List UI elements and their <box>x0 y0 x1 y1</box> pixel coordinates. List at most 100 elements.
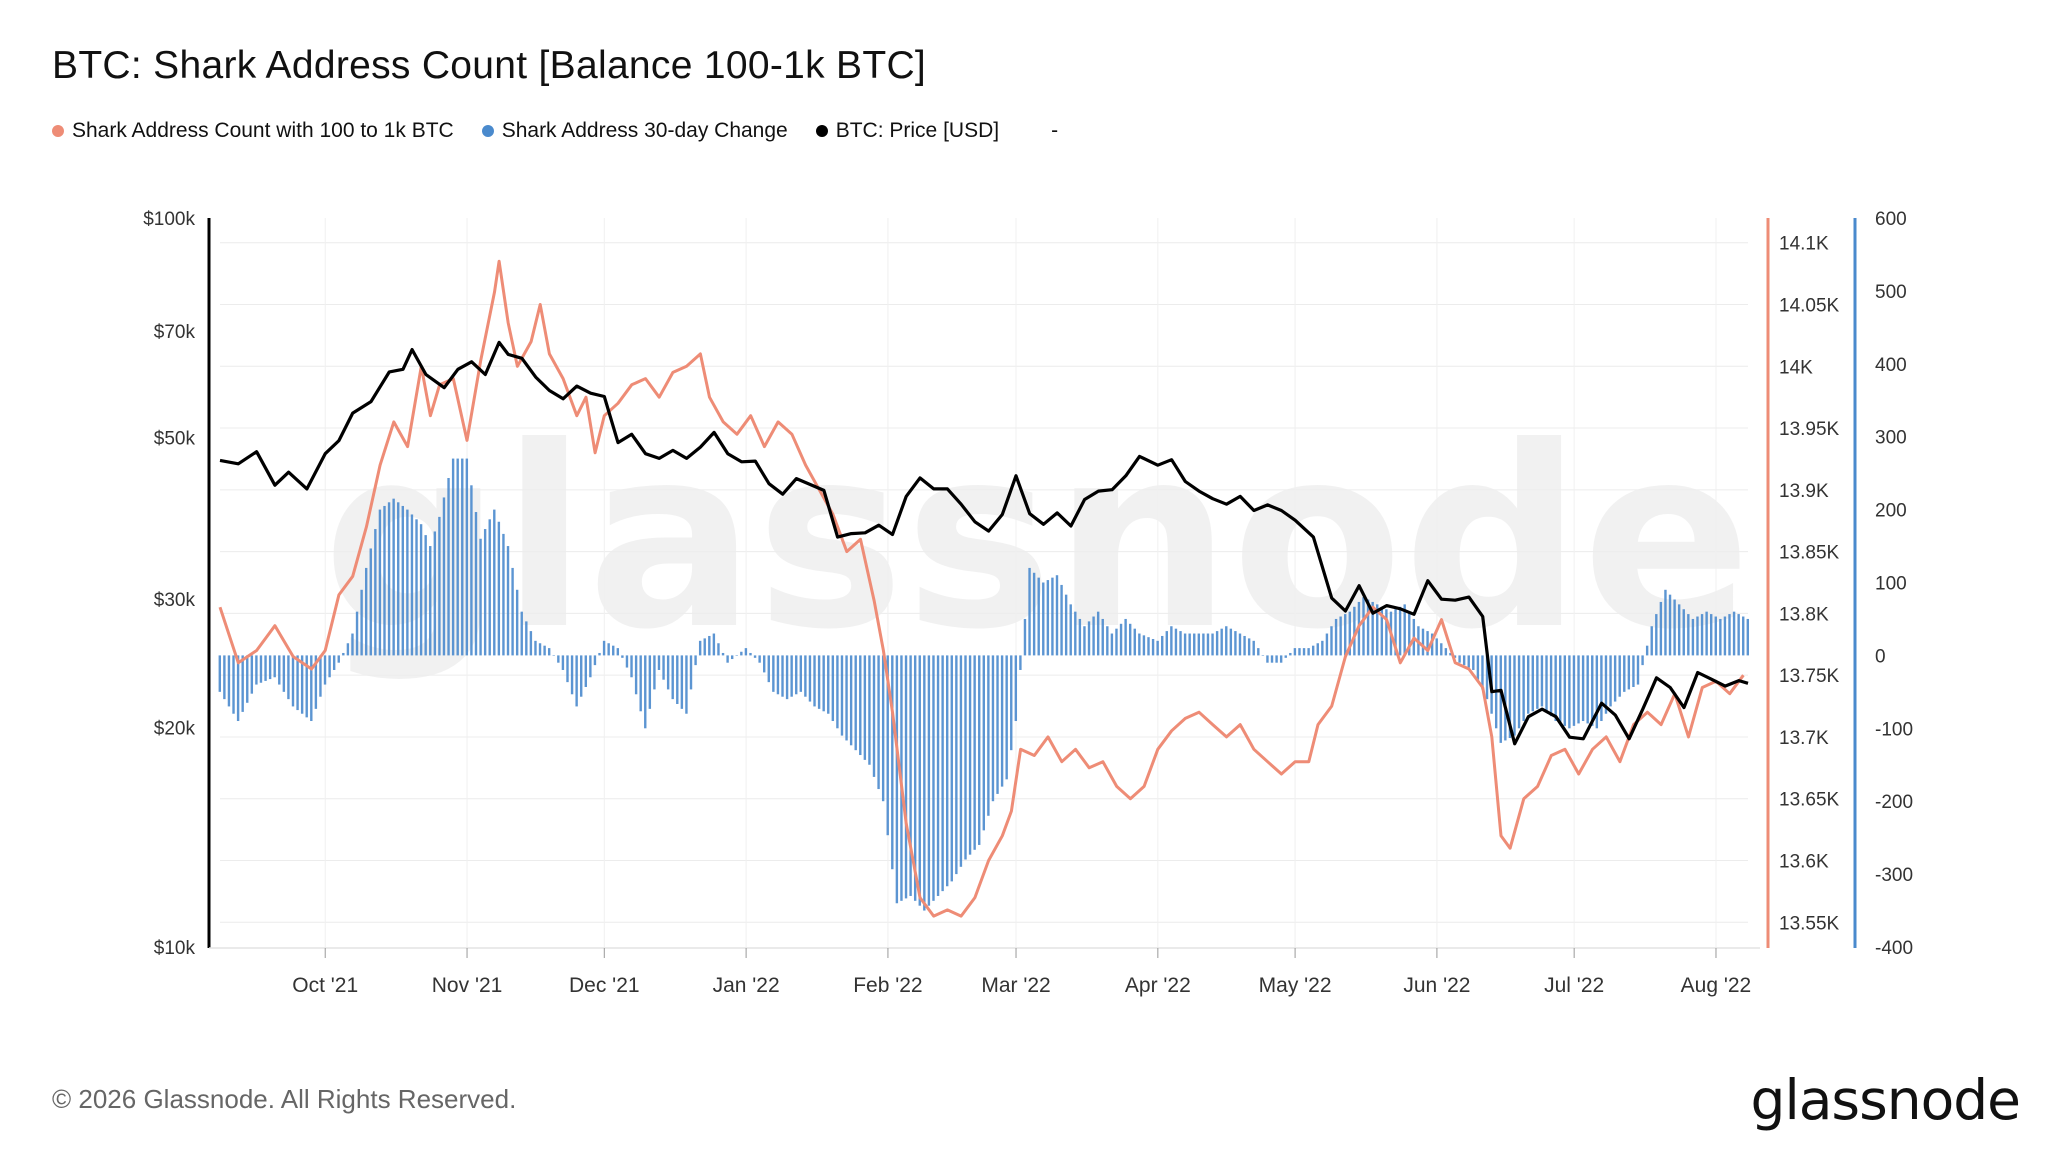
change-bar <box>287 655 290 700</box>
change-bar <box>218 655 221 692</box>
change-bar <box>598 652 601 656</box>
change-bar <box>941 655 944 892</box>
change-bar <box>863 655 867 760</box>
change-bar <box>950 655 953 882</box>
change-tick-label: 100 <box>1875 574 1907 595</box>
change-bar <box>1645 645 1649 656</box>
change-bar <box>1664 589 1667 656</box>
change-bar <box>1380 606 1384 656</box>
change-bar <box>1147 637 1150 656</box>
x-tick-label: Mar '22 <box>981 974 1050 997</box>
change-bar <box>1019 655 1022 670</box>
change-bar <box>570 655 574 695</box>
change-bar <box>593 655 597 666</box>
change-bar <box>1577 655 1580 724</box>
legend-item-shark-count[interactable]: Shark Address Count with 100 to 1k BTC <box>52 119 454 143</box>
change-bar <box>1719 618 1722 656</box>
change-bar <box>607 643 610 656</box>
legend-item-shark-change[interactable]: Shark Address 30-day Change <box>481 119 788 143</box>
change-bar <box>891 655 894 870</box>
change-bar <box>1225 626 1228 656</box>
change-bar <box>1266 655 1269 663</box>
change-bar <box>1668 594 1672 656</box>
change-tick-label: -200 <box>1875 792 1913 813</box>
change-bar <box>1060 584 1063 656</box>
change-bar <box>1472 655 1475 670</box>
change-bar <box>1284 655 1287 658</box>
change-bar <box>1485 655 1489 700</box>
change-tick-label: 600 <box>1875 209 1907 230</box>
change-bar <box>698 640 702 656</box>
change-bar <box>1508 655 1512 739</box>
change-bar <box>1179 631 1182 656</box>
x-tick-label: Dec '21 <box>569 974 640 997</box>
change-bar <box>1604 655 1608 714</box>
change-bar <box>978 655 981 845</box>
change-bar <box>849 655 853 746</box>
change-bar <box>493 509 496 656</box>
change-bar <box>1563 655 1567 726</box>
change-bar <box>854 655 857 751</box>
change-bar <box>300 655 304 714</box>
change-bar <box>1572 655 1576 726</box>
count-tick-label: 13.65K <box>1779 790 1840 811</box>
change-bar <box>1581 655 1585 722</box>
change-bar <box>1037 577 1040 656</box>
legend-item-btc-price[interactable]: BTC: Price [USD] <box>815 119 999 143</box>
change-bar <box>685 655 688 714</box>
change-bar <box>1517 655 1521 729</box>
change-bar <box>1325 633 1329 656</box>
change-bar <box>1188 633 1191 656</box>
count-tick-label: 14.05K <box>1779 295 1840 316</box>
x-tick-label: Apr '22 <box>1125 974 1191 997</box>
change-bar <box>506 546 510 656</box>
change-bar <box>1051 577 1054 656</box>
change-bar <box>1737 614 1740 656</box>
change-bar <box>840 655 844 736</box>
change-bar <box>1568 655 1571 729</box>
change-bar <box>1151 638 1155 656</box>
change-bar <box>859 655 862 756</box>
change-bar <box>1362 597 1365 656</box>
change-bar <box>721 652 725 656</box>
glassnode-logo[interactable]: glassnode <box>1750 1068 2021 1132</box>
change-bar <box>1723 616 1727 656</box>
change-bar <box>1000 655 1004 787</box>
change-bar <box>927 655 931 906</box>
change-bar <box>753 655 757 658</box>
change-bar <box>877 655 880 790</box>
change-bar <box>319 655 322 697</box>
legend-extra[interactable]: - <box>1027 119 1058 143</box>
change-bar <box>630 655 633 678</box>
change-bar <box>776 655 780 695</box>
change-bar <box>987 655 990 816</box>
price-tick-label: $10k <box>154 938 196 959</box>
chart-title: BTC: Shark Address Count [Balance 100-1k… <box>52 44 927 87</box>
change-bar <box>424 535 427 656</box>
change-bar <box>1229 628 1233 656</box>
change-bar <box>717 643 720 656</box>
change-bar <box>1440 643 1443 656</box>
change-bar <box>1215 631 1219 656</box>
price-tick-label: $30k <box>154 590 196 611</box>
change-bar <box>1677 604 1681 656</box>
change-tick-label: 400 <box>1875 355 1907 376</box>
change-bar <box>1106 626 1109 656</box>
change-bar <box>461 458 464 656</box>
change-bar <box>1545 655 1548 712</box>
change-bar <box>1627 655 1631 690</box>
change-bar <box>808 655 812 702</box>
change-bar <box>904 655 908 899</box>
change-bar <box>946 655 949 887</box>
change-bar <box>351 633 354 656</box>
count-tick-label: 13.95K <box>1779 419 1840 440</box>
change-bar <box>552 655 555 656</box>
change-bar <box>653 655 656 690</box>
change-bar <box>1481 655 1484 690</box>
change-bar <box>415 519 418 656</box>
change-bar <box>913 655 917 901</box>
change-bar <box>845 655 848 741</box>
change-bar <box>822 655 825 712</box>
change-bar <box>557 655 560 663</box>
